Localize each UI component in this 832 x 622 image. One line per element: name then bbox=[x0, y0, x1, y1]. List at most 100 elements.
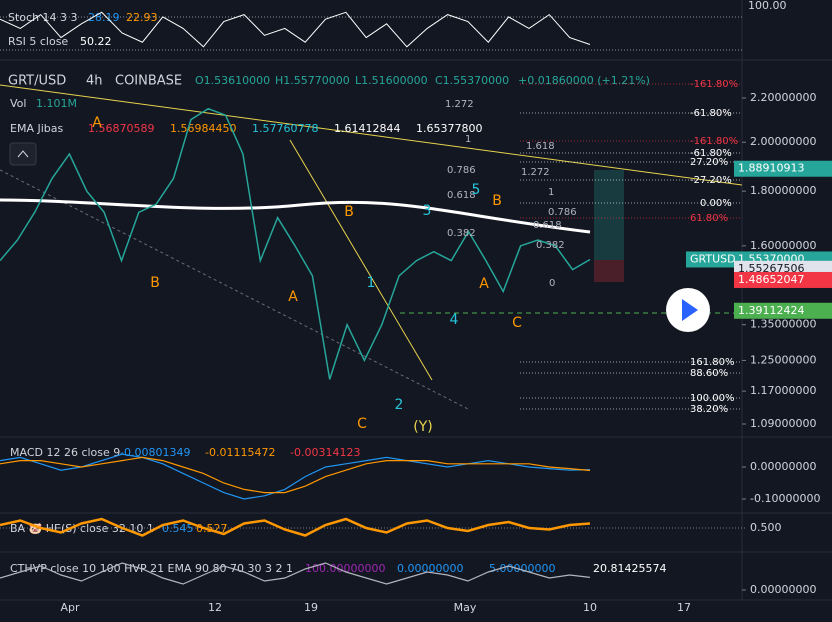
y-tick-label: 0.500 bbox=[750, 521, 782, 534]
wave-label: 4 bbox=[450, 312, 459, 328]
series-line bbox=[0, 11, 591, 48]
axis-label: 100.00 bbox=[748, 0, 787, 12]
volume-value: 1.101M bbox=[36, 97, 77, 110]
collapse-button[interactable] bbox=[9, 142, 37, 166]
badge-label: 1.88910913 bbox=[738, 162, 804, 175]
position-box bbox=[594, 170, 624, 260]
fib-label: 1 bbox=[465, 134, 471, 145]
x-tick-label: Apr bbox=[60, 601, 80, 614]
indicator-label: RSI 5 close bbox=[8, 35, 68, 48]
fib-label: 61.80% bbox=[690, 213, 728, 224]
ohlc-low: L1.51600000 bbox=[355, 74, 428, 87]
wave-label: B bbox=[150, 275, 160, 291]
fib-label: -161.80% bbox=[690, 136, 738, 147]
indicator-value: 50.22 bbox=[80, 35, 112, 48]
indicator-value: 22.93 bbox=[126, 11, 158, 24]
fib-label: -161.80% bbox=[690, 79, 738, 90]
indicator-value: 1.57760778 bbox=[252, 122, 318, 135]
ohlc-close: C1.55370000 bbox=[435, 74, 509, 87]
ohlc-open: O1.53610000 bbox=[195, 74, 270, 87]
trend-line bbox=[0, 84, 743, 186]
x-tick-label: May bbox=[454, 601, 477, 614]
moving-average bbox=[0, 198, 591, 234]
y-tick-label: -0.10000000 bbox=[750, 492, 820, 505]
y-tick-label: 1.80000000 bbox=[750, 184, 816, 197]
fib-label: -61.80% bbox=[690, 148, 732, 159]
indicator-value: 1.65377800 bbox=[416, 122, 482, 135]
wave-label: A bbox=[92, 115, 102, 131]
wave-label: 5 bbox=[472, 182, 481, 198]
indicator-label: MACD 12 26 close 9 bbox=[10, 446, 120, 459]
indicator-value: 0.00000000 bbox=[397, 562, 463, 575]
fib-label: 0 bbox=[549, 278, 555, 289]
x-tick-label: 19 bbox=[304, 601, 318, 614]
fib-label: 88.60% bbox=[690, 368, 728, 379]
indicator-value: 28.19 bbox=[88, 11, 120, 24]
indicator-value: 1.56984450 bbox=[170, 122, 236, 135]
fib-label: 1.272 bbox=[521, 167, 550, 178]
indicator-value: -0.00801349 bbox=[120, 446, 190, 459]
indicator-value: -0.00314123 bbox=[290, 446, 360, 459]
badge-name: GRTUSD bbox=[690, 252, 736, 265]
y-tick-label: 1.17000000 bbox=[750, 384, 816, 397]
fib-label: 0.618 bbox=[447, 190, 476, 201]
fib-label: 0.382 bbox=[447, 228, 476, 239]
fib-label: 0.00% bbox=[700, 198, 732, 209]
wave-label: C bbox=[357, 416, 367, 432]
wave-label: C bbox=[512, 315, 522, 331]
ohlc-high: H1.55770000 bbox=[275, 74, 350, 87]
wave-label: 3 bbox=[423, 203, 432, 219]
fib-label: 1.272 bbox=[445, 99, 474, 110]
symbol: GRT/USD bbox=[8, 74, 66, 89]
fib-label: 0.382 bbox=[536, 240, 565, 251]
wave-label: B bbox=[492, 193, 502, 209]
indicator-value: 5.00000000 bbox=[489, 562, 555, 575]
legend: Stoch 14 3 3 28.19 22.93 RSI 5 close 50.… bbox=[8, 0, 787, 575]
collapse-icon bbox=[17, 150, 29, 158]
indicator-value: 100.00000000 bbox=[305, 562, 385, 575]
badge-label: 1.55267506 bbox=[738, 262, 804, 275]
position-box bbox=[594, 260, 624, 282]
wave-label: A bbox=[288, 289, 298, 305]
play-icon bbox=[682, 299, 698, 321]
y-tick-label: 0.00000000 bbox=[750, 460, 816, 473]
indicator-label: EMA Jibas bbox=[10, 122, 63, 135]
badge-label: 1.48652047 bbox=[738, 273, 804, 286]
trend-line bbox=[0, 169, 471, 411]
interval: 4h bbox=[86, 74, 103, 89]
x-tick-label: 12 bbox=[208, 601, 222, 614]
badge-label: 1.39112424 bbox=[738, 304, 804, 317]
series-line bbox=[0, 562, 591, 585]
y-tick-label: 1.25000000 bbox=[750, 353, 816, 366]
indicator-value: 1.56870589 bbox=[88, 122, 154, 135]
fib-label: 100.00% bbox=[690, 393, 735, 404]
fib-label: 161.80% bbox=[690, 357, 735, 368]
ohlc-change: +0.01860000 (+1.21%) bbox=[518, 74, 650, 87]
price-badge bbox=[734, 271, 832, 288]
y-tick-label: 1.60000000 bbox=[750, 239, 816, 252]
wave-label: A bbox=[479, 276, 489, 292]
exchange: COINBASE bbox=[115, 74, 182, 89]
y-tick-label: 1.35000000 bbox=[750, 318, 816, 331]
series-line bbox=[0, 517, 591, 537]
wave-label: (Y) bbox=[413, 419, 432, 435]
fib-label: -27.20% bbox=[690, 175, 732, 186]
series-line bbox=[0, 107, 591, 380]
volume-label: Vol bbox=[10, 97, 26, 110]
indicator-label: CTHVP close 10 100 HVP 21 EMA 90 80 70 3… bbox=[10, 562, 293, 575]
wave-label: 2 bbox=[395, 397, 404, 413]
fib-label: 27.20% bbox=[690, 157, 728, 168]
indicator-value: 1.61412844 bbox=[334, 122, 400, 135]
x-tick-label: 10 bbox=[583, 601, 597, 614]
series-line bbox=[0, 456, 591, 494]
indicator-value: 20.81425574 bbox=[593, 562, 666, 575]
x-tick-label: 17 bbox=[677, 601, 691, 614]
fib-label: 1 bbox=[548, 187, 554, 198]
price-badge bbox=[734, 302, 832, 319]
wave-label: 1 bbox=[367, 275, 376, 291]
fib-label: 1.618 bbox=[526, 141, 555, 152]
y-tick-label: 1.09000000 bbox=[750, 417, 816, 430]
y-tick-label: 2.00000000 bbox=[750, 135, 816, 148]
series-line bbox=[0, 453, 591, 500]
